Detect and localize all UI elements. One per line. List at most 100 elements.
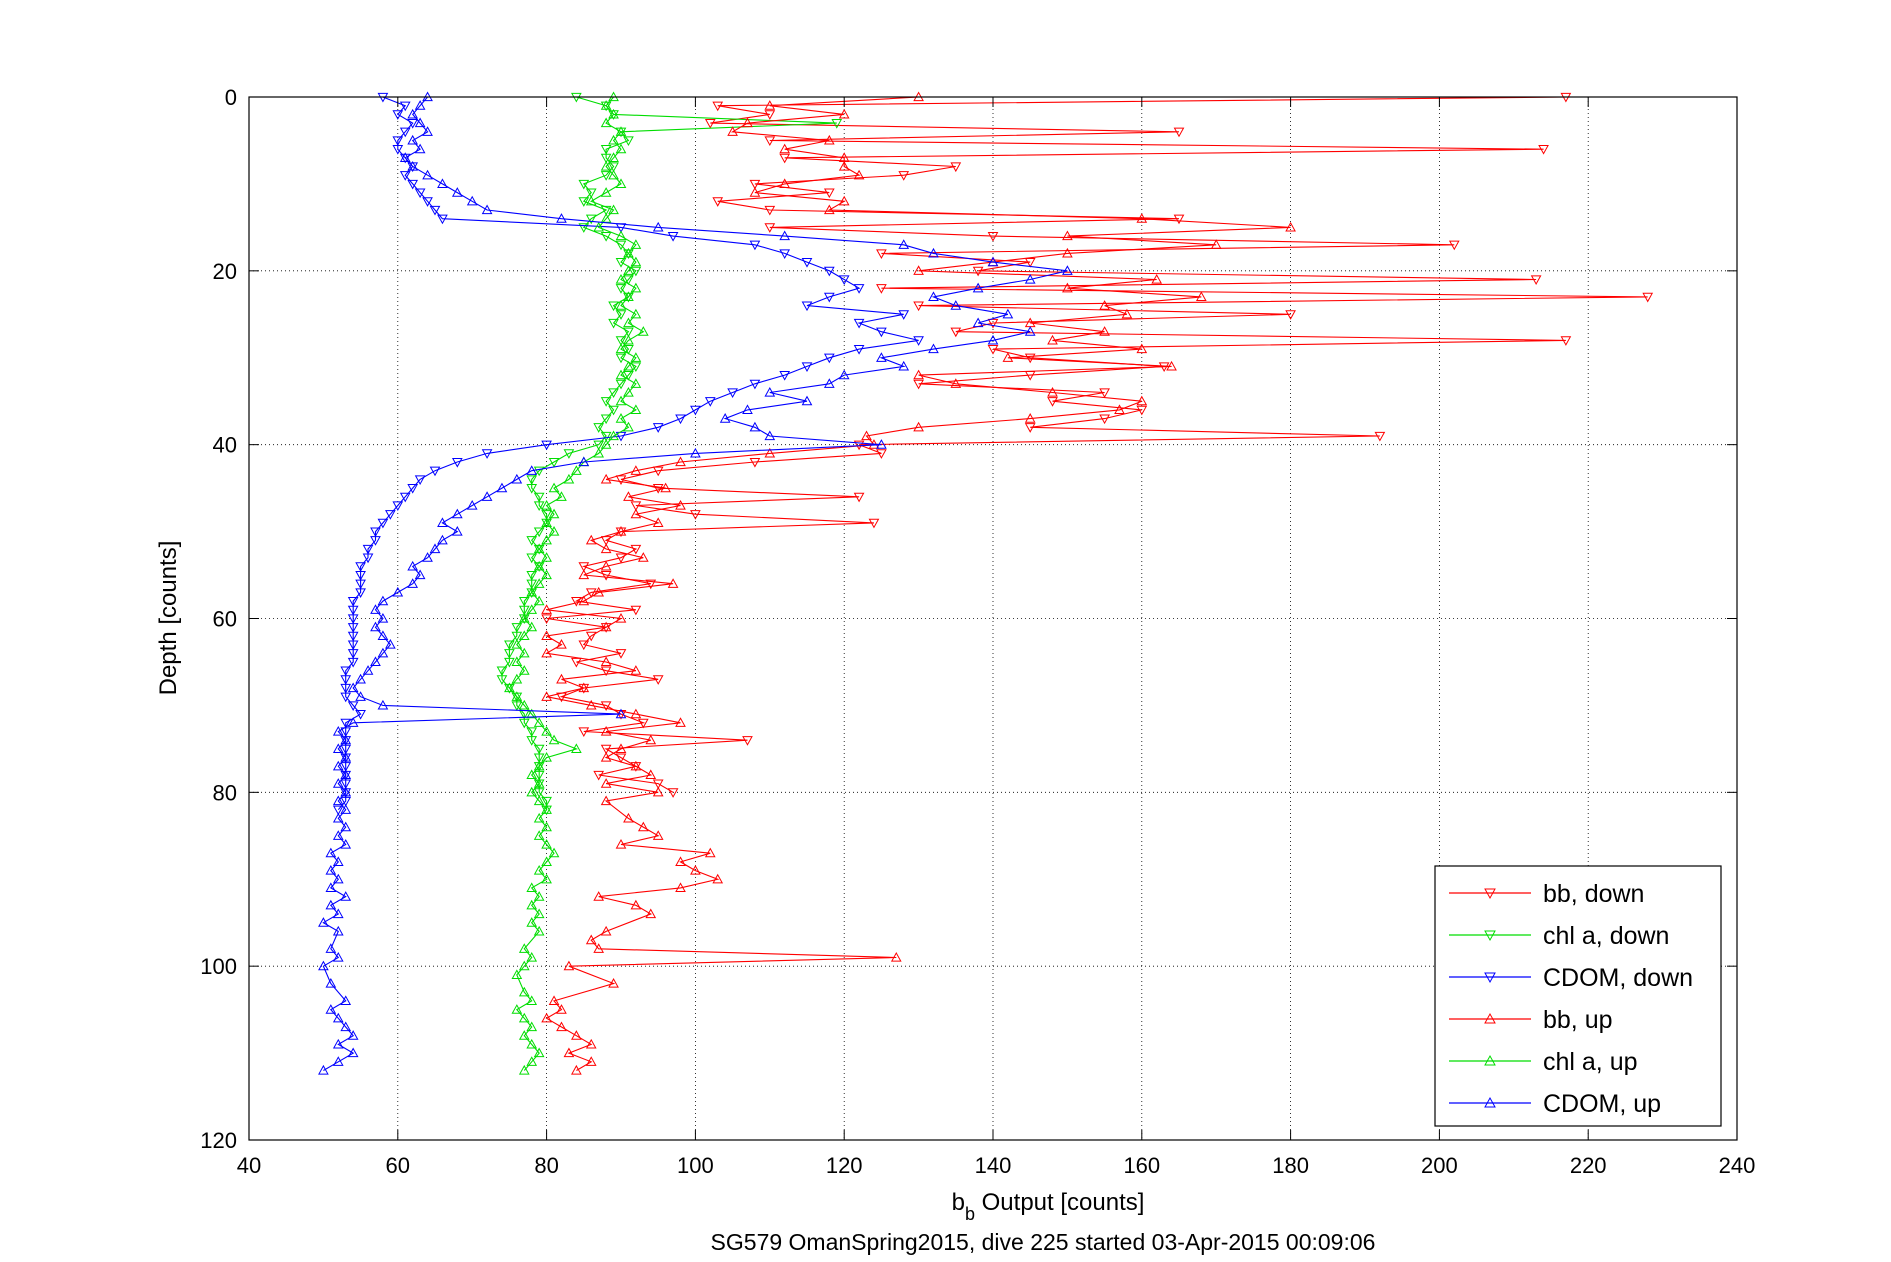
data-point — [511, 656, 523, 667]
data-point — [823, 292, 835, 303]
data-point — [511, 673, 523, 684]
data-point — [325, 882, 337, 893]
x-tick-label: 180 — [1272, 1153, 1309, 1178]
data-point — [377, 518, 389, 529]
data-point — [407, 108, 419, 119]
data-point — [340, 675, 352, 685]
data-point — [615, 612, 627, 623]
data-point — [347, 631, 359, 642]
data-point — [600, 231, 612, 242]
data-point — [571, 597, 582, 607]
data-point — [355, 562, 366, 572]
data-point — [578, 456, 590, 467]
data-point — [667, 788, 679, 798]
data-point — [518, 718, 530, 729]
data-point — [615, 273, 627, 284]
data-point — [332, 760, 344, 771]
data-point — [1195, 291, 1207, 302]
data-point — [526, 882, 538, 893]
data-point — [526, 604, 538, 614]
x-tick-label: 120 — [826, 1153, 863, 1178]
data-point — [838, 195, 850, 206]
data-point — [407, 578, 419, 588]
data-point — [533, 578, 545, 588]
data-point — [690, 447, 701, 458]
data-point — [340, 786, 352, 797]
data-point — [340, 727, 352, 738]
data-point — [347, 1030, 359, 1040]
data-point — [318, 960, 329, 971]
data-point — [1642, 292, 1654, 303]
data-point — [481, 204, 493, 215]
data-point — [913, 265, 924, 275]
legend-entry: bb, up — [1449, 1006, 1613, 1034]
data-point — [437, 534, 448, 545]
data-point — [325, 943, 337, 953]
data-point — [533, 744, 545, 755]
data-point — [340, 995, 352, 1006]
data-point — [876, 249, 887, 259]
legend-marker — [1484, 1054, 1496, 1066]
data-point — [876, 352, 887, 362]
data-point — [630, 899, 642, 910]
caption: SG579 OmanSpring2015, dive 225 started 0… — [711, 1229, 1376, 1255]
x-tick-label: 40 — [237, 1153, 261, 1178]
data-point — [600, 414, 612, 425]
data-point — [340, 762, 352, 772]
data-point — [801, 301, 813, 312]
data-point — [578, 179, 590, 190]
data-point — [533, 925, 545, 936]
data-point — [637, 552, 649, 562]
x-tick-label: 220 — [1570, 1153, 1607, 1178]
data-point — [600, 725, 612, 736]
data-point — [623, 491, 634, 501]
data-point — [712, 101, 724, 112]
data-point — [437, 178, 448, 189]
data-point — [332, 1012, 344, 1023]
data-point — [533, 788, 545, 798]
data-point — [630, 362, 642, 372]
data-point — [585, 934, 597, 945]
data-point — [593, 943, 605, 953]
series-line — [544, 96, 1291, 1071]
data-point — [615, 379, 627, 390]
data-point — [496, 675, 508, 685]
data-point — [704, 118, 716, 129]
data-point — [526, 1021, 538, 1032]
data-point — [370, 656, 381, 667]
data-point — [652, 221, 664, 232]
data-point — [533, 865, 545, 875]
data-point — [325, 847, 337, 858]
data-point — [675, 456, 686, 467]
data-point — [347, 623, 359, 633]
data-point — [853, 169, 865, 180]
data-point — [437, 214, 448, 225]
data-point — [370, 604, 381, 614]
data-point — [928, 291, 939, 302]
data-point — [630, 378, 642, 388]
data-point — [615, 369, 627, 380]
data-point — [987, 334, 999, 345]
legend-marker — [1484, 888, 1496, 900]
data-point — [347, 682, 359, 693]
data-point — [779, 143, 791, 154]
data-point — [362, 553, 374, 564]
data-point — [585, 588, 597, 598]
legend-label: CDOM, up — [1543, 1090, 1661, 1118]
data-point — [362, 665, 374, 675]
data-point — [541, 821, 552, 832]
data-point — [571, 465, 582, 475]
data-point — [600, 397, 612, 407]
data-point — [608, 388, 619, 399]
data-point — [623, 360, 634, 371]
data-point — [913, 336, 924, 346]
data-point — [987, 256, 999, 267]
data-point — [608, 318, 619, 329]
data-point — [340, 821, 352, 832]
data-point — [608, 405, 619, 416]
data-point — [526, 708, 538, 719]
data-point — [511, 631, 523, 642]
data-point — [399, 127, 411, 138]
data-point — [347, 701, 359, 711]
data-point — [764, 110, 776, 120]
